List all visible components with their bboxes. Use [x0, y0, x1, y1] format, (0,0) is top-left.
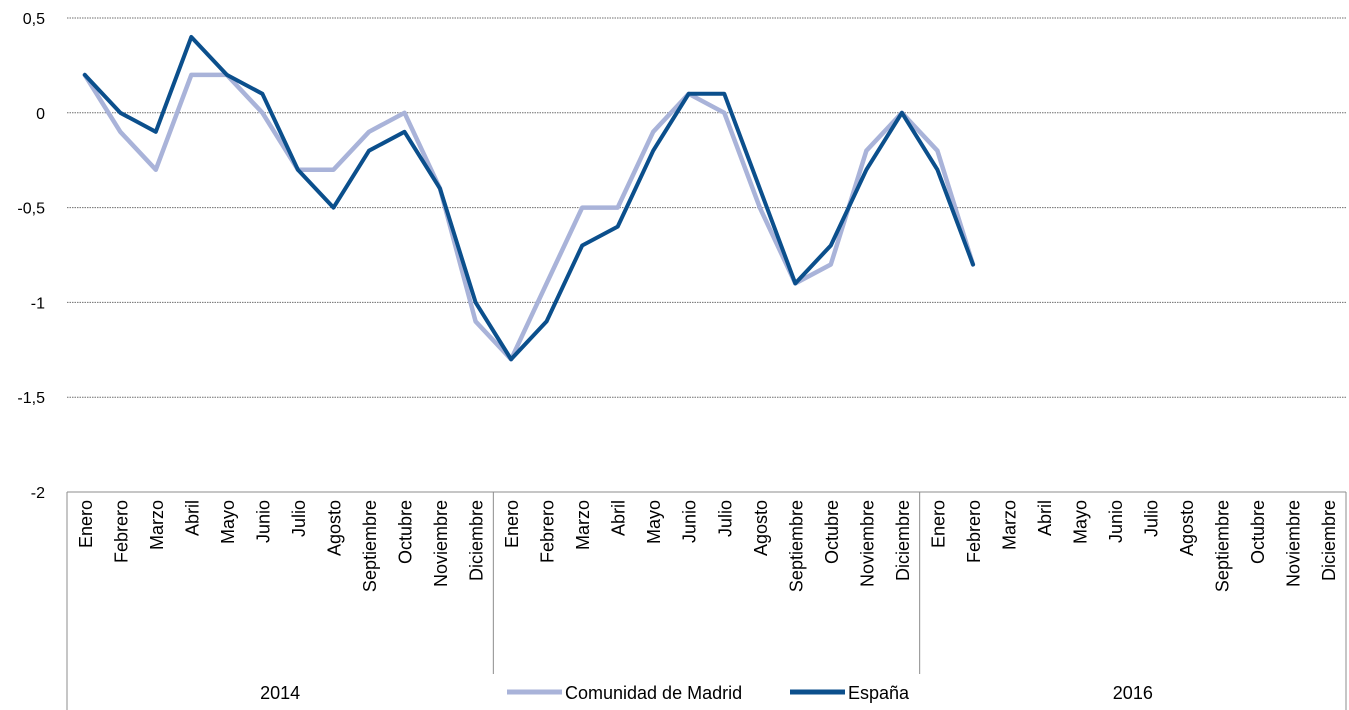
- series-lines: [82, 35, 976, 362]
- x-tick-label: Abril: [609, 500, 629, 536]
- x-tick-label: Agosto: [751, 500, 771, 556]
- y-tick-label: -0,5: [17, 201, 45, 218]
- x-tick-label: Junio: [680, 500, 700, 543]
- x-tick-label: Enero: [76, 500, 96, 548]
- legend: Comunidad de Madrid España: [507, 683, 910, 703]
- legend-label: España: [848, 683, 910, 703]
- x-tick-label: Noviembre: [431, 500, 451, 587]
- year-group-label: 2014: [260, 683, 300, 703]
- x-tick-label: Septiembre: [360, 500, 380, 592]
- x-tick-label: Febrero: [111, 500, 131, 563]
- y-tick-label: 0,5: [23, 11, 45, 28]
- y-tick-label: -2: [31, 485, 45, 502]
- x-tick-label: Febrero: [964, 500, 984, 563]
- x-tick-label: Marzo: [573, 500, 593, 550]
- series-line-españa: [82, 35, 975, 362]
- x-tick-label: Junio: [253, 500, 273, 543]
- x-tick-label: Mayo: [644, 500, 664, 544]
- x-tick-label: Septiembre: [1213, 500, 1233, 592]
- x-tick-label: Mayo: [1071, 500, 1091, 544]
- x-tick-label: Diciembre: [893, 500, 913, 581]
- x-tick-label: Abril: [182, 500, 202, 536]
- x-axis: Enero Febrero Marzo Abril Mayo Junio Julio Agos…: [66, 491, 1347, 710]
- x-tick-label: Noviembre: [1284, 500, 1304, 587]
- x-tick-label: Noviembre: [857, 500, 877, 587]
- gridlines: [67, 17, 1346, 398]
- x-tick-label: Julio: [715, 500, 735, 537]
- x-tick-label: Abril: [1035, 500, 1055, 536]
- x-tick-label: Marzo: [999, 500, 1019, 550]
- x-tick-label: Enero: [502, 500, 522, 548]
- y-tick-label: -1: [31, 295, 45, 312]
- legend-label: Comunidad de Madrid: [565, 683, 742, 703]
- x-tick-label: Agosto: [324, 500, 344, 556]
- x-tick-label: Diciembre: [1319, 500, 1339, 581]
- y-tick-label: -1,5: [17, 390, 45, 407]
- x-tick-label: Agosto: [1177, 500, 1197, 556]
- x-tick-label: Junio: [1106, 500, 1126, 543]
- year-group-label: 2016: [1113, 683, 1153, 703]
- x-tick-label: Septiembre: [786, 500, 806, 592]
- x-tick-label: Julio: [1142, 500, 1162, 537]
- x-tick-label: Diciembre: [467, 500, 487, 581]
- x-tick-label: Octubre: [1248, 500, 1268, 564]
- y-tick-label: 0: [36, 106, 45, 123]
- x-tick-label: Octubre: [396, 500, 416, 564]
- x-tick-label: Julio: [289, 500, 309, 537]
- x-tick-label: Marzo: [147, 500, 167, 550]
- x-tick-label: Enero: [928, 500, 948, 548]
- x-tick-label: Mayo: [218, 500, 238, 544]
- y-axis-labels: 0,5 0 -0,5 -1 -1,5 -2: [17, 11, 45, 502]
- series-line-comunidad-de-madrid: [82, 72, 976, 362]
- x-tick-label: Febrero: [538, 500, 558, 563]
- x-tick-label: Octubre: [822, 500, 842, 564]
